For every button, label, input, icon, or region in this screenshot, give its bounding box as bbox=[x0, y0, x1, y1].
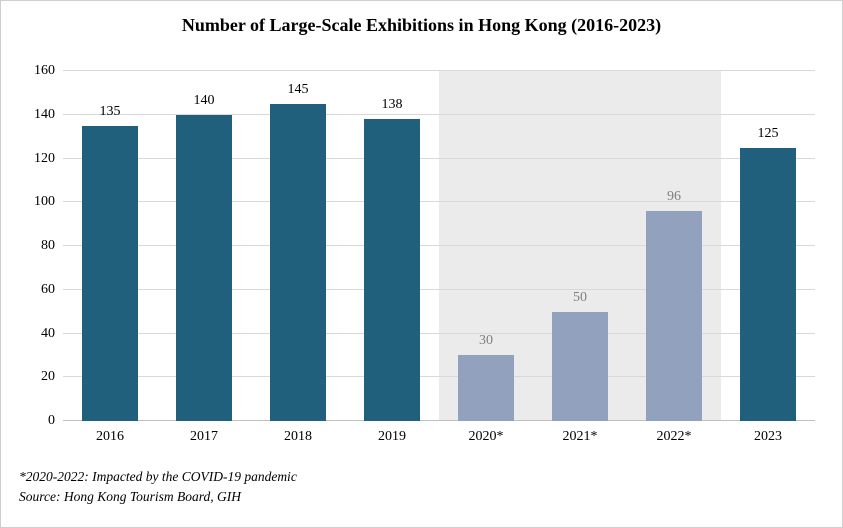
bar-value-label: 125 bbox=[757, 125, 779, 141]
plot-area: 135 140 145 138 30 50 96 125 bbox=[63, 70, 815, 421]
gridline bbox=[63, 332, 815, 334]
footnote-source: Source: Hong Kong Tourism Board, GIH bbox=[19, 488, 242, 504]
x-tick-label: 2022* bbox=[656, 429, 692, 444]
bar-2021 bbox=[552, 311, 608, 421]
x-axis: 2016 2017 2018 2019 2020* 2021* 2022* 2023 bbox=[63, 429, 815, 451]
x-tick-label: 2021* bbox=[562, 429, 598, 444]
x-axis-line bbox=[63, 420, 815, 421]
y-tick-label: 100 bbox=[34, 194, 55, 210]
gridline bbox=[63, 157, 815, 159]
y-tick-label: 60 bbox=[41, 281, 55, 297]
x-tick-label: 2016 bbox=[96, 429, 124, 444]
x-tick-label: 2023 bbox=[754, 429, 782, 444]
y-tick-label: 140 bbox=[34, 106, 55, 122]
x-tick-label: 2019 bbox=[378, 429, 406, 444]
gridline bbox=[63, 245, 815, 246]
bar-value-label: 145 bbox=[287, 81, 309, 97]
y-tick-label: 0 bbox=[48, 413, 55, 428]
bar-value-label: 138 bbox=[381, 97, 403, 113]
y-tick-label: 20 bbox=[41, 369, 55, 385]
bar-value-label: 135 bbox=[99, 103, 121, 119]
y-tick-label: 80 bbox=[41, 238, 55, 253]
bar-2019 bbox=[364, 119, 420, 421]
bar-value-label: 50 bbox=[573, 289, 587, 305]
bar-value-label: 140 bbox=[193, 92, 215, 108]
bar-2020 bbox=[458, 355, 514, 421]
bar-2023 bbox=[740, 147, 796, 421]
x-tick-label: 2018 bbox=[284, 429, 312, 444]
y-tick-label: 40 bbox=[41, 325, 55, 341]
gridline bbox=[63, 113, 815, 115]
gridline bbox=[63, 201, 815, 203]
bar-2016 bbox=[82, 125, 138, 421]
y-axis: 0 20 40 60 80 100 120 140 160 bbox=[1, 63, 55, 428]
y-tick-label: 160 bbox=[34, 63, 55, 78]
y-tick-label: 120 bbox=[34, 150, 55, 166]
bar-2018 bbox=[270, 103, 326, 421]
chart-footnotes: *2020-2022: Impacted by the COVID-19 pan… bbox=[19, 467, 297, 506]
bar-2017 bbox=[176, 114, 232, 421]
x-tick-label: 2020* bbox=[468, 429, 504, 444]
bar-value-label: 96 bbox=[667, 189, 681, 204]
gridline bbox=[63, 288, 815, 290]
gridline bbox=[63, 70, 815, 71]
chart-title: Number of Large-Scale Exhibitions in Hon… bbox=[181, 15, 662, 35]
gridline bbox=[63, 376, 815, 378]
bar-2022 bbox=[646, 211, 702, 421]
x-tick-label: 2017 bbox=[190, 429, 218, 444]
bar-value-label: 30 bbox=[479, 333, 493, 349]
footnote-covid-note: *2020-2022: Impacted by the COVID-19 pan… bbox=[19, 469, 297, 484]
